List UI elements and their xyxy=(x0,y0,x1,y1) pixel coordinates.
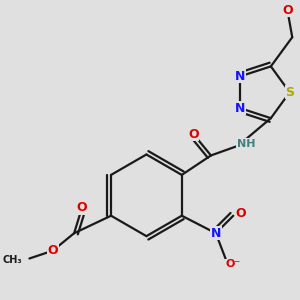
Text: CH₃: CH₃ xyxy=(2,255,22,266)
Text: O: O xyxy=(188,128,199,141)
Text: S: S xyxy=(285,86,294,99)
Text: N: N xyxy=(235,102,246,115)
Text: N: N xyxy=(235,70,246,83)
Text: O: O xyxy=(76,201,87,214)
Text: NH: NH xyxy=(237,139,255,149)
Text: O: O xyxy=(282,4,293,16)
Text: O⁻: O⁻ xyxy=(226,259,241,269)
Text: N: N xyxy=(211,227,221,240)
Text: O: O xyxy=(236,207,246,220)
Text: O: O xyxy=(47,244,58,257)
